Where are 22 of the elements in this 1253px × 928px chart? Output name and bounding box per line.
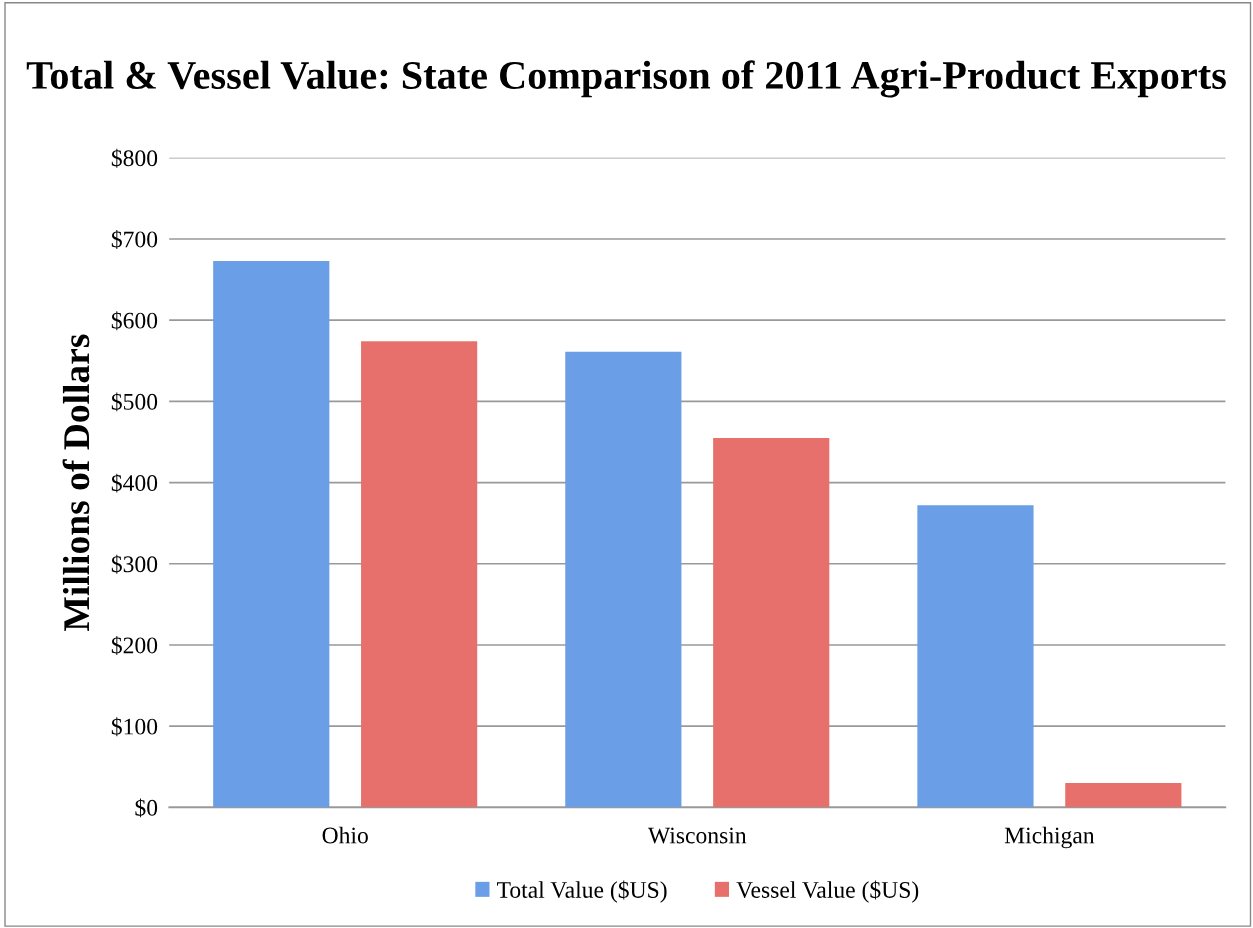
x-tick-label: Wisconsin	[647, 827, 747, 844]
y-tick-label: $0	[135, 798, 158, 818]
legend-label: Total Value ($US)	[497, 880, 667, 903]
y-tick-label: $500	[111, 392, 158, 412]
y-axis-title: Millions of Dollars	[62, 334, 90, 631]
bar	[1065, 783, 1182, 808]
bar	[213, 260, 330, 808]
y-tick-label: $200	[111, 636, 158, 655]
bar	[565, 351, 682, 808]
y-tick-label: $400	[111, 473, 158, 493]
legend-label: Vessel Value ($US)	[736, 880, 919, 903]
x-tick-label: Michigan	[1004, 826, 1095, 849]
y-tick-label: $800	[111, 148, 158, 168]
y-tick-label: $700	[111, 230, 158, 249]
chart-title: Total & Vessel Value: State Comparison of 2011 Agri-Product Exports	[26, 60, 1226, 98]
bar	[713, 437, 830, 808]
y-tick-label: $100	[111, 717, 158, 737]
bar	[917, 505, 1034, 808]
bar	[361, 341, 478, 808]
x-tick-label: Ohio	[322, 826, 368, 844]
y-tick-label: $300	[111, 554, 158, 574]
y-tick-label: $600	[111, 311, 158, 331]
